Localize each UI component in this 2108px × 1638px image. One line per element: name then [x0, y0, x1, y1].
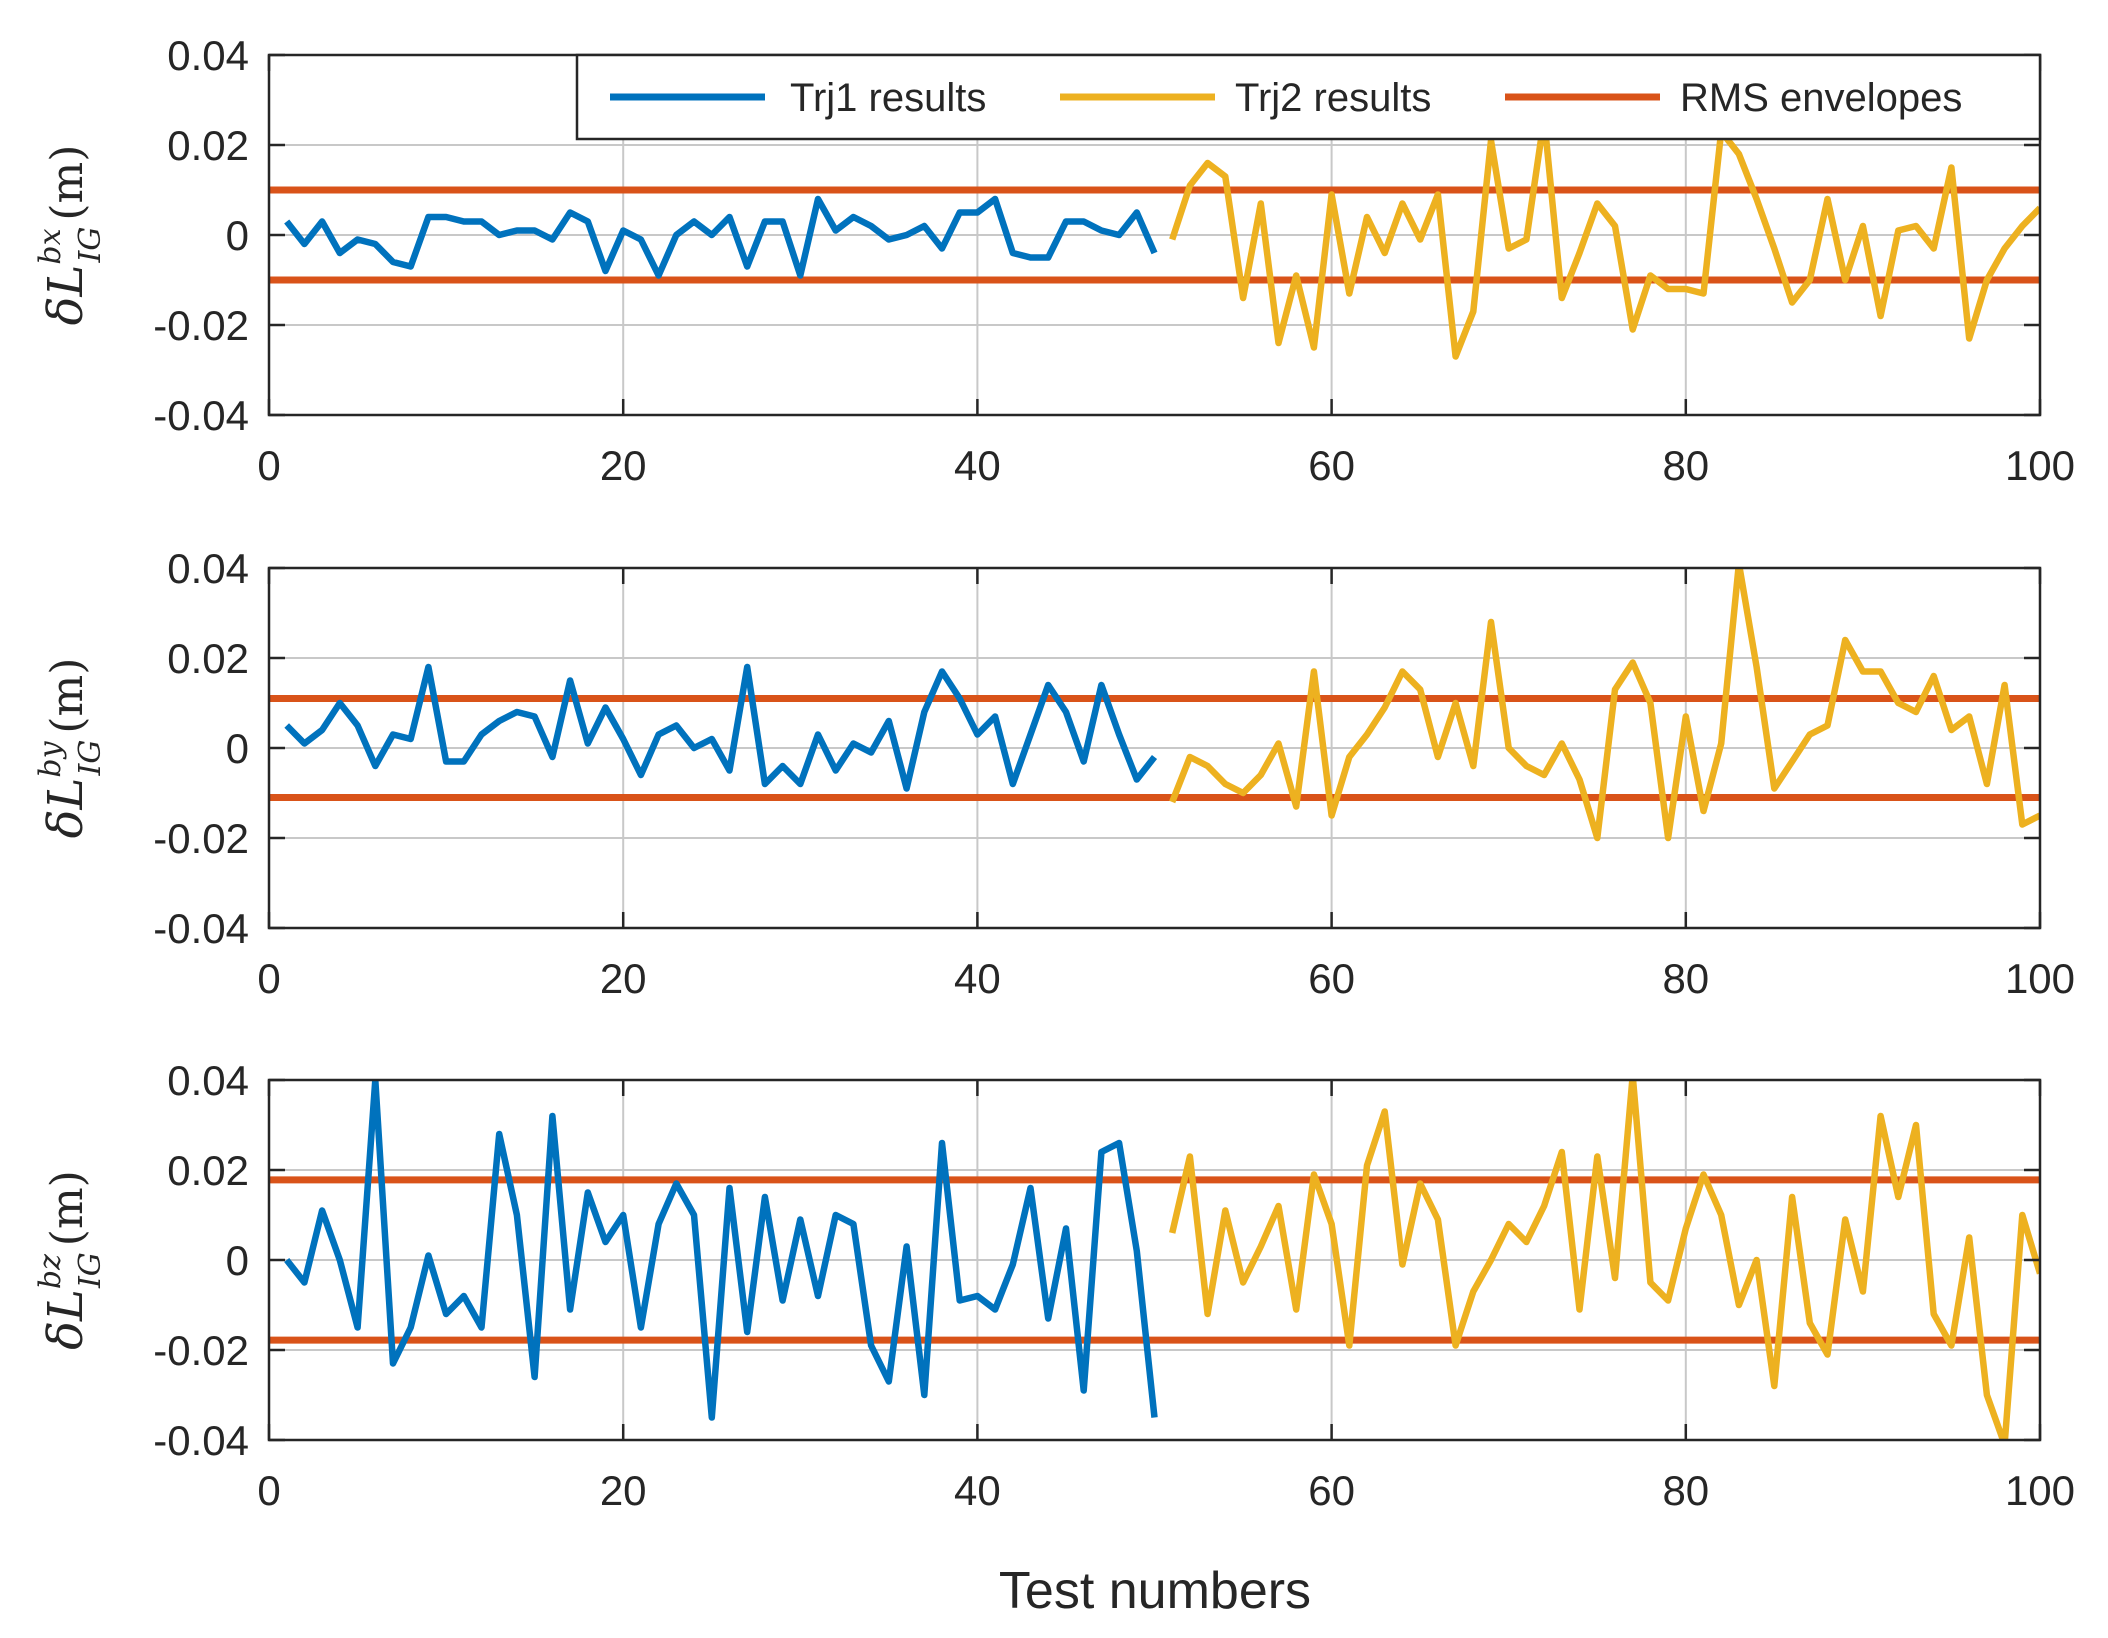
y-tick-label: -0.04	[153, 905, 249, 952]
x-tick-label: 80	[1662, 955, 1709, 1002]
legend: Trj1 results Trj2 results RMS envelopes	[575, 53, 2042, 141]
y-tick-label: 0.04	[167, 1057, 249, 1104]
x-tick-label: 60	[1308, 442, 1355, 489]
x-tick-label: 40	[954, 955, 1001, 1002]
legend-label: RMS envelopes	[1680, 76, 1962, 120]
x-tick-label: 20	[600, 955, 647, 1002]
y-axis-label: δLby IG (m)	[33, 658, 108, 839]
x-tick-label: 0	[257, 955, 280, 1002]
x-tick-label: 40	[954, 1467, 1001, 1514]
x-tick-label: 40	[954, 442, 1001, 489]
y-tick-label: 0.02	[167, 1147, 249, 1194]
y-tick-label: -0.02	[153, 815, 249, 862]
x-tick-label: 100	[2005, 1467, 2075, 1514]
subplot-3: 0 20 40 60 80 100 -0.04 -0.02 0 0.02 0.04 δLbz IG (m)	[33, 1057, 2075, 1514]
x-tick-label: 20	[600, 1467, 647, 1514]
y-label-subscript: IG	[73, 227, 108, 264]
trj1-line	[284, 663, 1158, 792]
y-label-subscript: IG	[73, 740, 108, 777]
y-label-unit: (m)	[42, 1170, 93, 1246]
y-tick-label: 0.04	[167, 32, 249, 79]
x-tick-label: 0	[257, 442, 280, 489]
x-tick-label: 60	[1308, 955, 1355, 1002]
x-tick-label: 80	[1662, 442, 1709, 489]
y-label-superscript: bx	[33, 228, 68, 264]
y-label-symbol: δL	[38, 1289, 94, 1350]
subplot-2: 0 20 40 60 80 100 -0.04 -0.02 0 0.02 0.04 δLby IG (m)	[33, 545, 2075, 1002]
y-axis-label: δLbz IG (m)	[33, 1170, 108, 1350]
y-label-superscript: by	[33, 740, 68, 777]
y-axis-label: δLbx IG (m)	[33, 145, 108, 326]
y-tick-label: -0.02	[153, 1327, 249, 1374]
legend-item-rms: RMS envelopes	[1505, 76, 1962, 120]
y-label-unit: (m)	[42, 658, 93, 734]
y-label-symbol: δL	[38, 265, 94, 326]
legend-item-trj1: Trj1 results	[610, 76, 986, 120]
trj1-line	[284, 1080, 1158, 1421]
trj1-line	[284, 195, 1158, 279]
y-label-symbol: δL	[38, 778, 94, 839]
x-axis-label: Test numbers	[999, 1562, 1311, 1620]
x-tick-label: 60	[1308, 1467, 1355, 1514]
x-tick-label: 100	[2005, 955, 2075, 1002]
y-label-unit: (m)	[42, 145, 93, 221]
y-label-subscript: IG	[73, 1252, 108, 1289]
legend-item-trj2: Trj2 results	[1060, 76, 1431, 120]
y-tick-label: -0.04	[153, 1417, 249, 1464]
trj2-line	[1169, 568, 2040, 842]
trj2-line	[1169, 114, 2040, 360]
y-tick-label: 0.04	[167, 545, 249, 592]
x-tick-label: 100	[2005, 442, 2075, 489]
x-tick-label: 20	[600, 442, 647, 489]
legend-box	[575, 53, 2042, 141]
y-tick-label: 0	[226, 1237, 249, 1284]
legend-label: Trj1 results	[790, 76, 986, 120]
x-tick-label: 80	[1662, 1467, 1709, 1514]
y-tick-label: -0.04	[153, 392, 249, 439]
y-tick-label: -0.02	[153, 302, 249, 349]
y-tick-label: 0.02	[167, 635, 249, 682]
y-tick-label: 0	[226, 725, 249, 772]
legend-label: Trj2 results	[1235, 76, 1431, 120]
y-label-superscript: bz	[33, 1254, 68, 1289]
x-tick-label: 0	[257, 1467, 280, 1514]
y-tick-label: 0	[226, 212, 249, 259]
trj2-line	[1169, 1080, 2040, 1440]
y-tick-label: 0.02	[167, 122, 249, 169]
